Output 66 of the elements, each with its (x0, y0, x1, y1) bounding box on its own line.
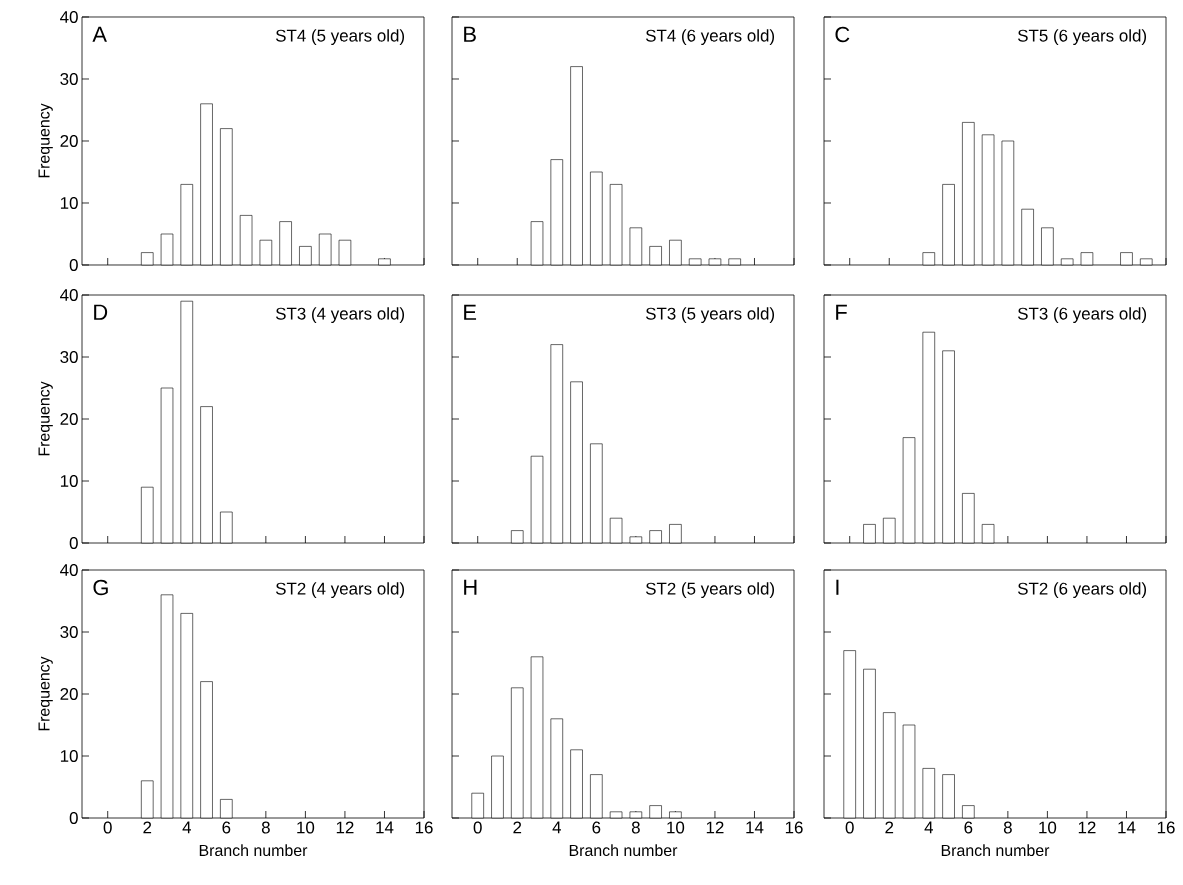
y-axis-title: Frequency (38, 381, 53, 456)
x-tick-label: 2 (143, 821, 152, 834)
x-tick-label: 4 (924, 821, 933, 834)
x-tick-label: 10 (297, 821, 315, 834)
x-tick-label: 10 (667, 821, 685, 834)
annotation: E (464, 304, 477, 320)
text: ST3 (6 years old) (1017, 307, 1147, 323)
y-tick-label: 0 (69, 537, 78, 549)
annotation: I (836, 579, 839, 595)
x-tick-label: 2 (513, 821, 522, 834)
x-tick-label: 0 (845, 821, 854, 834)
x-tick-label: 2 (885, 821, 894, 834)
x-tick-label: 0 (103, 821, 112, 834)
x-tick-label: 16 (785, 821, 803, 834)
x-tick-label: 6 (222, 821, 231, 834)
y-tick-label: 30 (60, 73, 78, 85)
x-tick-label: 12 (706, 821, 724, 834)
y-tick-label: 30 (60, 626, 78, 639)
y-tick-label: 40 (60, 564, 78, 577)
x-tick-label: 14 (1118, 821, 1136, 834)
y-tick-label: 40 (60, 11, 78, 23)
y-tick-label: 0 (69, 812, 78, 824)
x-tick-label: 4 (182, 821, 191, 834)
x-tick-label: 14 (746, 821, 764, 834)
x-axis-title: Branch number (941, 844, 1050, 857)
text: ST4 (5 years old) (275, 29, 405, 45)
x-axis-title: Branch number (569, 844, 678, 857)
y-tick-label: 20 (60, 413, 78, 425)
annotation: B (464, 26, 476, 42)
x-tick-label: 12 (1078, 821, 1096, 834)
y-tick-label: 10 (60, 197, 78, 209)
x-tick-label: 16 (415, 821, 433, 834)
text: ST5 (6 years old) (1017, 29, 1147, 45)
y-axis-title: Frequency (38, 103, 53, 178)
x-tick-label: 14 (376, 821, 394, 834)
text: ST3 (5 years old) (645, 307, 775, 323)
x-tick-label: 0 (473, 821, 482, 834)
y-tick-label: 0 (69, 259, 78, 271)
text: ST2 (5 years old) (645, 582, 775, 598)
y-tick-label: 10 (60, 475, 78, 487)
y-tick-label: 20 (60, 135, 78, 147)
y-tick-label: 40 (60, 289, 78, 301)
text: ST4 (6 years old) (645, 29, 775, 45)
x-tick-label: 8 (1003, 821, 1012, 834)
x-tick-label: 6 (592, 821, 601, 834)
annotation: A (92, 26, 107, 42)
x-tick-label: 8 (261, 821, 270, 834)
y-tick-label: 10 (60, 750, 78, 763)
x-axis-title: Branch number (199, 844, 308, 857)
annotation: G (93, 579, 108, 596)
x-tick-label: 6 (964, 821, 973, 834)
text: ST2 (4 years old) (275, 582, 405, 598)
annotation: F (836, 304, 847, 320)
x-tick-label: 12 (336, 821, 354, 834)
y-tick-label: 20 (60, 688, 78, 701)
y-tick-label: 30 (60, 351, 78, 363)
text: ST2 (6 years old) (1017, 582, 1147, 598)
x-tick-label: 4 (552, 821, 561, 834)
annotation: C (835, 26, 850, 43)
x-tick-label: 16 (1157, 821, 1175, 834)
annotation: H (464, 579, 477, 595)
x-tick-label: 10 (1039, 821, 1057, 834)
x-tick-label: 8 (631, 821, 640, 834)
annotation: D (94, 304, 108, 320)
y-axis-title: Frequency (38, 656, 53, 731)
text: ST3 (4 years old) (275, 307, 405, 323)
